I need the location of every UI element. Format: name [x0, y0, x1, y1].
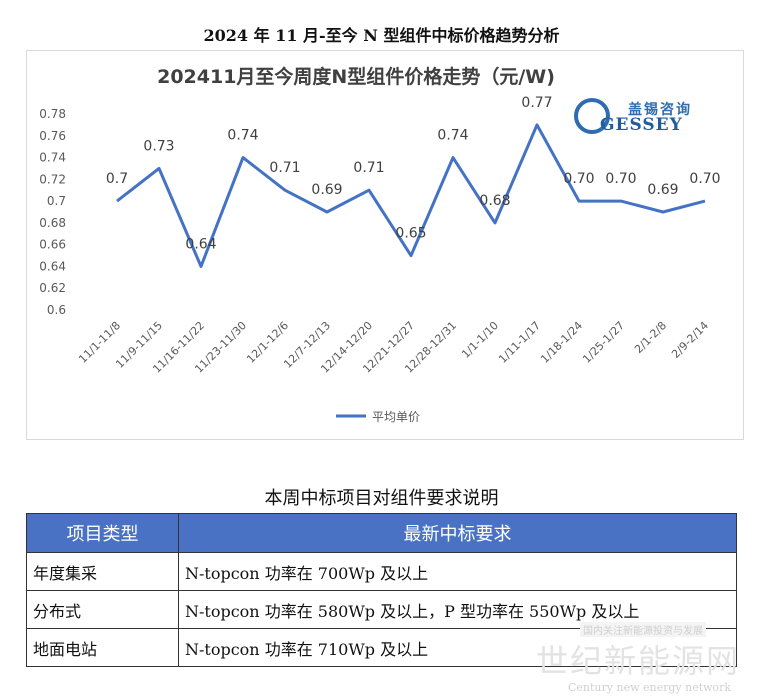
x-tick-label: 1/18-1/24: [538, 319, 585, 366]
data-label: 0.69: [311, 182, 342, 198]
table-row: 分布式 N-topcon 功率在 580Wp 及以上，P 型功率在 550Wp …: [26, 590, 737, 629]
data-labels: 0.7 0.73 0.64 0.74 0.71 0.69 0.71 0.65 0.74 0.68 0…: [106, 95, 721, 253]
data-label: 0.68: [479, 193, 510, 209]
logo-en-text: GESSEY: [600, 115, 683, 135]
data-label: 0.64: [185, 236, 216, 252]
cell-requirement: N-topcon 功率在 580Wp 及以上，P 型功率在 550Wp 及以上: [178, 590, 737, 629]
cell-requirement: N-topcon 功率在 700Wp 及以上: [178, 552, 737, 591]
y-tick-label: 0.74: [39, 151, 66, 165]
y-tick-label: 0.62: [39, 281, 66, 295]
header-requirement: 最新中标要求: [178, 513, 737, 553]
series-line: [116, 123, 706, 268]
watermark-cn: 世纪新能源网: [536, 642, 741, 680]
header-project-type: 项目类型: [26, 513, 179, 553]
data-label: 0.74: [437, 128, 468, 144]
legend-label: 平均单价: [372, 410, 420, 424]
logo-g-icon: [574, 98, 610, 134]
table-row: 年度集采 N-topcon 功率在 700Wp 及以上: [26, 552, 737, 591]
data-label: 0.71: [269, 160, 300, 176]
line-chart: 202411月至今周度N型组件价格走势（元/W) 0.6 0.62 0.64 0.66…: [39, 65, 721, 424]
section-title: 本周中标项目对组件要求说明: [264, 488, 499, 509]
data-label: 0.74: [227, 128, 258, 144]
y-tick-label: 0.72: [39, 172, 66, 186]
requirements-table: 项目类型 最新中标要求 年度集采 N-topcon 功率在 700Wp 及以上 …: [26, 513, 737, 667]
x-tick-label: 1/25-1/27: [580, 319, 627, 366]
x-tick-label: 2/1-2/8: [632, 319, 669, 356]
data-label: 0.70: [689, 171, 720, 187]
data-label: 0.69: [647, 182, 678, 198]
cell-project-type: 地面电站: [26, 628, 179, 667]
y-tick-label: 0.64: [39, 259, 66, 273]
y-tick-label: 0.76: [39, 129, 66, 143]
y-tick-label: 0.66: [39, 238, 66, 252]
watermark-en: Century new energy network: [568, 681, 732, 694]
legend: 平均单价: [336, 410, 420, 424]
data-label: 0.73: [143, 138, 174, 154]
table-header-row: 项目类型 最新中标要求: [26, 513, 737, 553]
chart-frame: [26, 50, 744, 440]
y-tick-label: 0.68: [39, 216, 66, 230]
logo-cn-text: 盖锡咨询: [628, 102, 692, 118]
chart-title: 202411月至今周度N型组件价格走势（元/W): [157, 65, 555, 88]
y-tick-label: 0.7: [47, 194, 66, 208]
x-tick-label: 2/9-2/14: [669, 319, 711, 361]
data-label: 0.70: [605, 171, 636, 187]
data-label: 0.77: [521, 95, 552, 111]
data-label: 0.70: [563, 171, 594, 187]
x-axis: 11/1-11/811/9-11/1511/16-11/2211/23-11/3…: [76, 319, 711, 376]
y-tick-label: 0.78: [39, 107, 66, 121]
data-label: 0.71: [353, 160, 384, 176]
y-tick-label: 0.6: [47, 303, 66, 317]
data-label: 0.65: [395, 226, 426, 242]
x-tick-label: 1/1-1/10: [459, 319, 501, 361]
cell-project-type: 分布式: [26, 590, 179, 629]
page-title: 2024 年 11 月-至今 N 型组件中标价格趋势分析: [203, 26, 560, 45]
watermark-small: 国内关注新能源投资与发展: [580, 622, 706, 637]
x-tick-label: 1/11-1/17: [496, 319, 543, 366]
y-axis: 0.6 0.62 0.64 0.66 0.68 0.7 0.72 0.74 0.76 0.78: [39, 107, 66, 317]
data-label: 0.7: [106, 171, 128, 187]
cell-project-type: 年度集采: [26, 552, 179, 591]
table-row: 地面电站 N-topcon 功率在 710Wp 及以上: [26, 628, 737, 667]
